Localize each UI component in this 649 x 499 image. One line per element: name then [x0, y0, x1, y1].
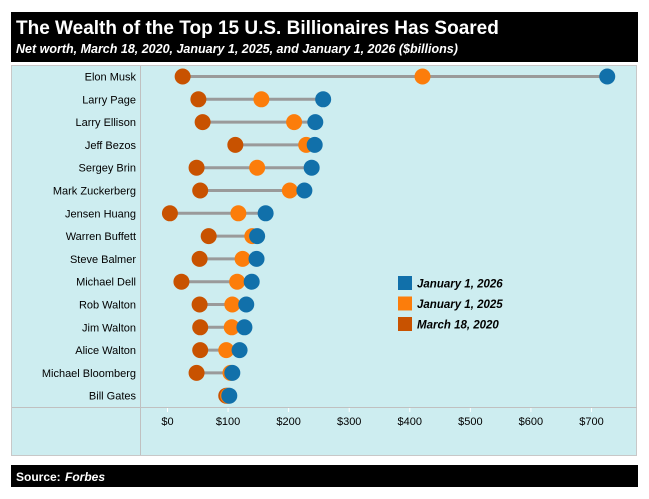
dot-jan2025	[281, 182, 298, 199]
legend-item-jan2025: January 1, 2025	[398, 296, 503, 311]
row-label: Michael Bloomberg	[42, 368, 136, 380]
row-label: Michael Dell	[76, 277, 136, 289]
x-tick-label: $100	[216, 416, 240, 428]
title-bar: The Wealth of the Top 15 U.S. Billionair…	[11, 12, 638, 62]
dot-jan2026	[257, 205, 274, 222]
dot-jan2025	[286, 114, 303, 131]
chart-row: Sergey Brin	[79, 159, 320, 176]
dot-mar2020	[191, 250, 208, 267]
legend-item-jan2026: January 1, 2026	[398, 276, 503, 291]
dot-jan2025	[249, 159, 266, 176]
row-label: Steve Balmer	[70, 254, 136, 266]
row-label: Warren Buffett	[66, 231, 136, 243]
dot-mar2020	[173, 273, 190, 290]
dot-jan2026	[243, 273, 260, 290]
row-label: Bill Gates	[89, 391, 137, 403]
dot-jan2025	[414, 68, 431, 85]
legend-item-mar2020: March 18, 2020	[398, 317, 499, 332]
source-label: Source:	[16, 470, 61, 484]
chart-row: Alice Walton	[75, 342, 248, 359]
x-tick-label: $200	[276, 416, 300, 428]
row-label: Larry Ellison	[75, 117, 136, 129]
legend-label: January 1, 2026	[417, 279, 503, 291]
row-label: Mark Zuckerberg	[53, 186, 136, 198]
source-name: Forbes	[65, 470, 106, 484]
dot-mar2020	[227, 136, 244, 153]
dot-jan2026	[303, 159, 320, 176]
chart-row: Warren Buffett	[66, 228, 266, 245]
x-tick-label: $400	[398, 416, 422, 428]
chart-row: Jensen Huang	[65, 205, 274, 222]
x-tick-label: $700	[579, 416, 603, 428]
chart-row: Jim Walton	[82, 319, 253, 336]
chart-subtitle: Net worth, March 18, 2020, January 1, 20…	[16, 42, 458, 56]
dot-mar2020	[194, 114, 211, 131]
chart-row: Steve Balmer	[70, 250, 265, 267]
legend-swatch	[398, 276, 412, 290]
x-tick-label: $0	[161, 416, 173, 428]
x-tick-label: $500	[458, 416, 482, 428]
dot-jan2025	[224, 296, 241, 313]
legend-swatch	[398, 317, 412, 331]
legend-label: January 1, 2025	[417, 299, 503, 311]
dot-jan2025	[234, 250, 251, 267]
row-label: Sergey Brin	[79, 163, 136, 175]
row-label: Alice Walton	[75, 345, 136, 357]
dot-jan2025	[253, 91, 270, 108]
dot-mar2020	[192, 319, 209, 336]
dot-mar2020	[174, 68, 191, 85]
dot-mar2020	[161, 205, 178, 222]
chart-row: Michael Bloomberg	[42, 364, 241, 381]
row-label: Rob Walton	[79, 300, 136, 312]
row-label: Larry Page	[82, 94, 136, 106]
dot-mar2020	[188, 159, 205, 176]
chart-row: Larry Page	[82, 91, 332, 108]
dot-jan2026	[249, 228, 266, 245]
x-tick-label: $300	[337, 416, 361, 428]
dot-mar2020	[191, 296, 208, 313]
dot-jan2026	[306, 136, 323, 153]
dot-mar2020	[192, 342, 209, 359]
dot-jan2026	[307, 114, 324, 131]
chart-row: Mark Zuckerberg	[53, 182, 313, 199]
row-label: Jensen Huang	[65, 208, 136, 220]
dot-jan2026	[599, 68, 616, 85]
dot-jan2025	[223, 319, 240, 336]
dot-jan2026	[238, 296, 255, 313]
row-label: Jeff Bezos	[85, 140, 137, 152]
dot-mar2020	[190, 91, 207, 108]
chart-row: Larry Ellison	[75, 114, 324, 131]
dot-jan2025	[230, 205, 247, 222]
dot-mar2020	[192, 182, 209, 199]
dot-jan2026	[224, 364, 241, 381]
dot-jan2025	[218, 342, 235, 359]
dot-jan2026	[248, 250, 265, 267]
chart-row: Michael Dell	[76, 273, 260, 290]
chart-panel	[11, 65, 637, 456]
dot-jan2026	[221, 387, 238, 404]
dot-jan2025	[229, 273, 246, 290]
row-label: Jim Walton	[82, 322, 136, 334]
legend-swatch	[398, 296, 412, 311]
legend-label: March 18, 2020	[417, 320, 499, 332]
chart-row: Rob Walton	[79, 296, 255, 313]
chart-row: Bill Gates	[89, 387, 238, 404]
chart-title: The Wealth of the Top 15 U.S. Billionair…	[16, 18, 499, 39]
dot-mar2020	[188, 364, 205, 381]
row-label: Elon Musk	[85, 72, 137, 84]
dot-jan2026	[296, 182, 313, 199]
dot-jan2026	[231, 342, 248, 359]
chart-row: Jeff Bezos	[85, 136, 323, 153]
dot-jan2026	[236, 319, 253, 336]
chart-row: Elon Musk	[85, 68, 616, 85]
dot-mar2020	[200, 228, 217, 245]
source-bar: Source: Forbes	[11, 465, 638, 487]
legend: January 1, 2026 January 1, 2025 March 18, …	[398, 276, 503, 332]
dot-jan2026	[315, 91, 332, 108]
x-tick-label: $600	[519, 416, 543, 428]
